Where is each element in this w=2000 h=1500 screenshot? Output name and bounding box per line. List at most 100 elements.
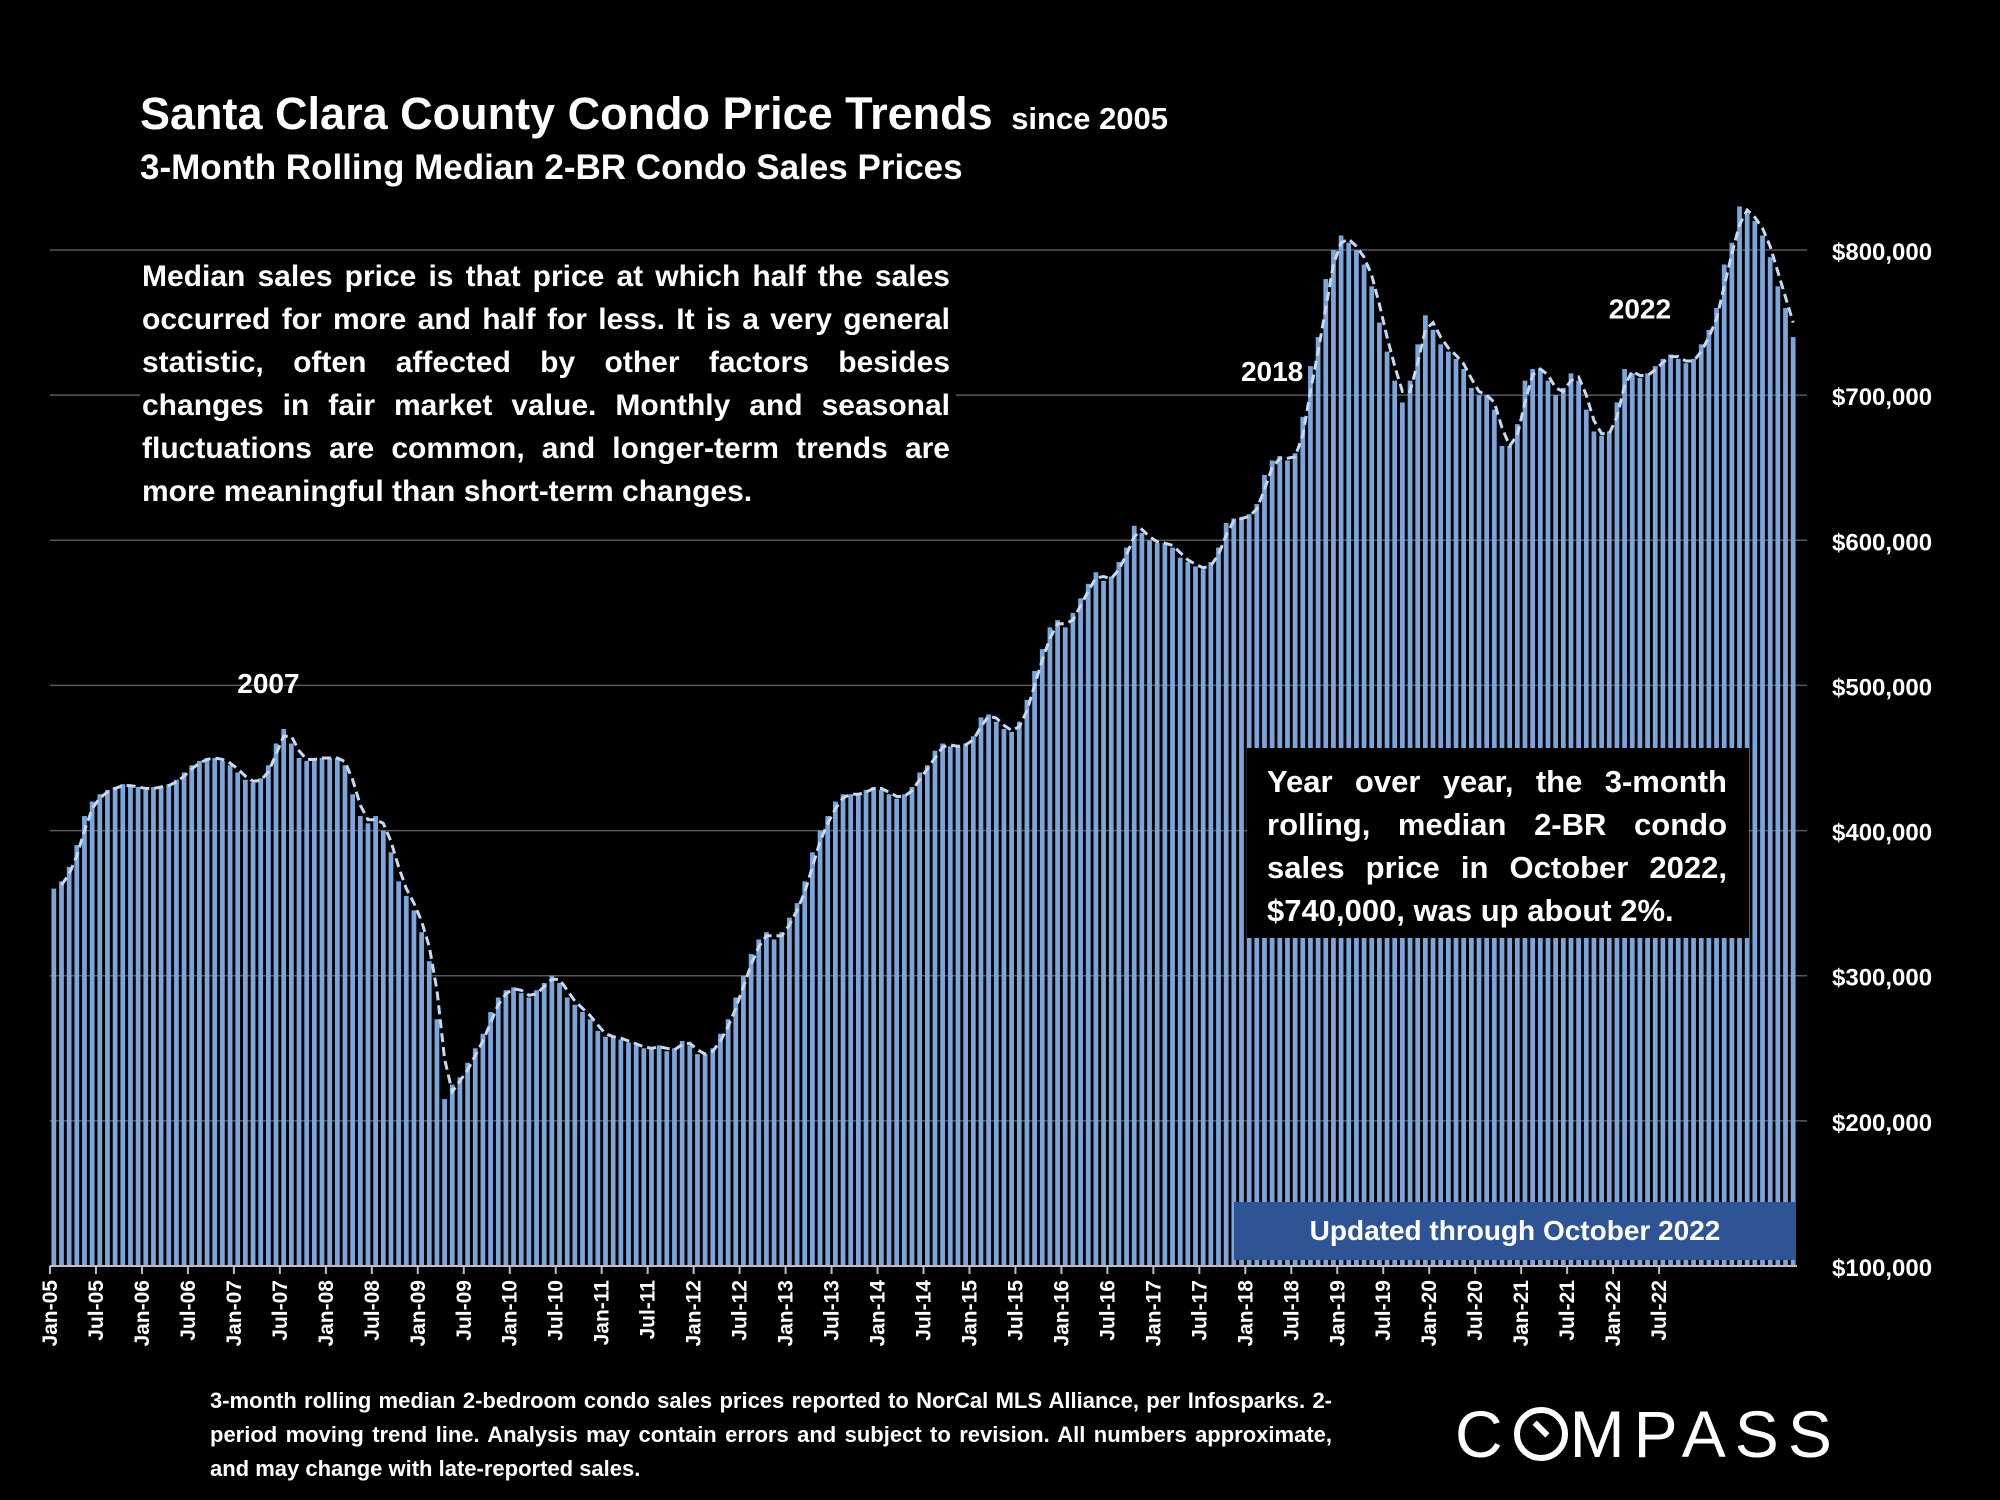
axes: $100,000 $200,000 $300,000 $400,000 $500,000… bbox=[39, 239, 1932, 1347]
price-bar bbox=[112, 787, 118, 1266]
price-bar bbox=[304, 760, 310, 1266]
price-bar bbox=[534, 990, 539, 1266]
price-bar bbox=[718, 1033, 723, 1266]
price-bar bbox=[334, 758, 340, 1266]
price-bar bbox=[197, 760, 202, 1266]
price-bar bbox=[388, 852, 394, 1266]
price-bar bbox=[810, 852, 815, 1266]
y-tick-label: $500,000 bbox=[1832, 674, 1932, 701]
x-tick-label: Jan-19 bbox=[1326, 1280, 1349, 1347]
trend-line bbox=[60, 207, 1795, 1096]
price-bar bbox=[725, 1019, 731, 1266]
price-bar bbox=[1752, 220, 1758, 1267]
price-bar bbox=[947, 746, 953, 1266]
x-tick-label: Jan-17 bbox=[1142, 1280, 1165, 1347]
price-bar bbox=[227, 765, 233, 1266]
price-bar bbox=[465, 1062, 470, 1266]
price-bar bbox=[1783, 308, 1788, 1266]
price-bar bbox=[380, 830, 386, 1266]
x-tick-label: Jul-16 bbox=[1096, 1280, 1119, 1341]
y-tick-label: $200,000 bbox=[1832, 1110, 1932, 1137]
price-bar bbox=[993, 721, 999, 1266]
price-bar bbox=[503, 990, 509, 1266]
price-bar bbox=[143, 789, 149, 1266]
price-bar bbox=[817, 830, 823, 1266]
price-bar bbox=[1760, 235, 1765, 1267]
x-tick-label: Jul-18 bbox=[1280, 1280, 1303, 1341]
x-tick-label: Jul-07 bbox=[269, 1280, 292, 1341]
price-bar bbox=[756, 939, 762, 1266]
price-bar bbox=[365, 823, 371, 1266]
price-bar bbox=[419, 932, 424, 1266]
x-tick-label: Jan-06 bbox=[131, 1280, 154, 1347]
x-tick-label: Jan-08 bbox=[315, 1280, 338, 1347]
price-bar bbox=[1154, 543, 1160, 1266]
price-bar bbox=[955, 746, 961, 1266]
price-bar bbox=[1790, 337, 1796, 1267]
price-bar bbox=[342, 765, 348, 1266]
price-bar bbox=[1139, 533, 1145, 1266]
price-bar bbox=[480, 1033, 486, 1266]
price-bar bbox=[932, 750, 938, 1266]
peak-year-label: 2018 bbox=[1241, 356, 1303, 387]
price-bar bbox=[1047, 627, 1053, 1266]
x-tick-label: Jul-05 bbox=[85, 1280, 108, 1341]
x-tick-label: Jul-14 bbox=[913, 1280, 936, 1341]
price-bar bbox=[59, 881, 64, 1266]
x-tick-label: Jul-10 bbox=[545, 1280, 568, 1341]
price-bar bbox=[557, 982, 562, 1266]
price-bar bbox=[396, 881, 402, 1266]
trend-line-path bbox=[60, 207, 1795, 1096]
price-bar bbox=[603, 1036, 608, 1266]
price-bar bbox=[679, 1041, 685, 1266]
peak-year-label: 2022 bbox=[1609, 294, 1671, 325]
chart-title-suffix: since 2005 bbox=[1011, 101, 1169, 136]
yoy-callout: Year over year, the 3-month rolling, med… bbox=[1247, 748, 1749, 938]
price-bar bbox=[472, 1048, 478, 1266]
price-bar bbox=[863, 789, 869, 1266]
price-bar bbox=[610, 1036, 616, 1266]
price-bar bbox=[572, 1004, 578, 1266]
y-tick-label: $400,000 bbox=[1832, 820, 1932, 847]
price-bar bbox=[1231, 518, 1237, 1266]
price-bar bbox=[733, 997, 739, 1266]
price-bar bbox=[1185, 562, 1191, 1266]
price-bar bbox=[794, 903, 800, 1266]
price-bar bbox=[135, 787, 141, 1266]
price-bar bbox=[672, 1048, 677, 1266]
price-bar bbox=[564, 997, 570, 1266]
price-bar bbox=[963, 743, 969, 1266]
price-bar bbox=[825, 816, 831, 1266]
price-bar bbox=[1216, 547, 1221, 1266]
price-bar bbox=[158, 787, 164, 1266]
price-bar bbox=[541, 982, 547, 1266]
price-bar bbox=[695, 1054, 700, 1266]
price-bar bbox=[1147, 540, 1152, 1266]
price-bar bbox=[871, 787, 877, 1266]
compass-logo: C MPASS bbox=[1455, 1397, 1841, 1471]
price-bar bbox=[151, 787, 156, 1266]
x-tick-label: Jul-22 bbox=[1648, 1280, 1671, 1341]
price-bar bbox=[426, 961, 432, 1266]
x-tick-label: Jul-13 bbox=[821, 1280, 844, 1341]
price-bar bbox=[357, 816, 363, 1266]
price-bar bbox=[924, 765, 930, 1266]
price-bar bbox=[649, 1048, 654, 1266]
price-bar bbox=[909, 787, 915, 1266]
price-bar bbox=[1078, 598, 1083, 1266]
price-bar bbox=[319, 758, 325, 1266]
x-tick-label: Jul-19 bbox=[1372, 1280, 1395, 1341]
price-bar bbox=[350, 794, 356, 1266]
y-tick-label: $700,000 bbox=[1832, 384, 1932, 411]
price-bar bbox=[442, 1099, 447, 1266]
price-bar bbox=[266, 765, 271, 1266]
x-tick-label: Jul-08 bbox=[361, 1280, 384, 1341]
price-bar bbox=[656, 1045, 662, 1266]
price-bar bbox=[1009, 731, 1014, 1266]
chart-subtitle: 3-Month Rolling Median 2-BR Condo Sales … bbox=[140, 148, 963, 187]
price-bar bbox=[258, 778, 264, 1266]
x-tick-label: Jan-09 bbox=[407, 1280, 430, 1347]
x-tick-label: Jan-14 bbox=[867, 1280, 890, 1347]
price-bar bbox=[664, 1051, 670, 1266]
price-bar bbox=[626, 1042, 631, 1266]
